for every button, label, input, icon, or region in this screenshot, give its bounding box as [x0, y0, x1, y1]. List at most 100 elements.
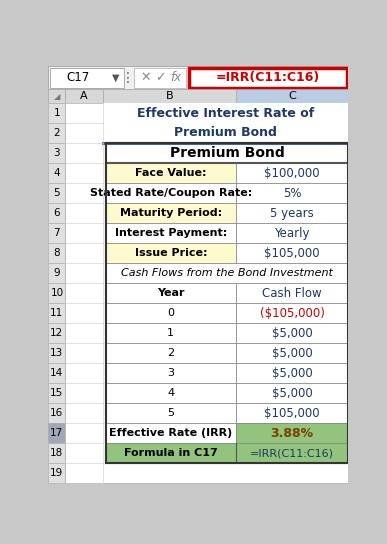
- Text: ▼: ▼: [112, 72, 120, 83]
- Bar: [189, 67, 347, 88]
- Text: =IRR(C11:C16): =IRR(C11:C16): [250, 448, 334, 459]
- Text: Interest Payment:: Interest Payment:: [115, 228, 227, 238]
- Bar: [48, 103, 65, 123]
- Bar: [48, 143, 65, 163]
- Bar: [236, 183, 348, 203]
- Bar: [48, 303, 65, 323]
- Bar: [236, 343, 348, 363]
- Bar: [48, 384, 65, 403]
- Text: Yearly: Yearly: [274, 227, 310, 240]
- Text: 14: 14: [50, 368, 63, 378]
- Text: Premium Bond: Premium Bond: [170, 146, 284, 160]
- Bar: [106, 143, 348, 463]
- Bar: [106, 183, 236, 203]
- Text: $5,000: $5,000: [272, 327, 312, 340]
- Text: 9: 9: [53, 268, 60, 278]
- Bar: [48, 123, 65, 143]
- Text: 17: 17: [50, 428, 63, 438]
- Text: 16: 16: [50, 409, 63, 418]
- Bar: [236, 363, 348, 384]
- Text: Cash Flows from the Bond Investment: Cash Flows from the Bond Investment: [121, 268, 333, 278]
- Text: Effective Interest Rate of: Effective Interest Rate of: [137, 107, 314, 120]
- Text: ($105,000): ($105,000): [260, 307, 325, 320]
- Text: 2: 2: [167, 348, 175, 358]
- Bar: [236, 243, 348, 263]
- Text: =IRR(C11:C16): =IRR(C11:C16): [216, 71, 320, 84]
- Text: 10: 10: [50, 288, 63, 298]
- Text: B: B: [166, 91, 173, 101]
- Bar: [236, 323, 348, 343]
- Bar: [236, 163, 348, 183]
- Bar: [48, 283, 65, 303]
- Bar: [103, 89, 236, 103]
- Text: 8: 8: [53, 248, 60, 258]
- Bar: [48, 66, 348, 89]
- Text: Premium Bond: Premium Bond: [174, 126, 277, 139]
- Text: ✕: ✕: [140, 71, 151, 84]
- Text: 7: 7: [53, 228, 60, 238]
- Bar: [236, 303, 348, 323]
- Text: Year: Year: [157, 288, 185, 298]
- Bar: [48, 263, 65, 283]
- Bar: [48, 343, 65, 363]
- Bar: [48, 89, 65, 103]
- Text: 0: 0: [167, 308, 174, 318]
- Text: fx: fx: [171, 71, 182, 84]
- Text: 5%: 5%: [283, 187, 301, 200]
- Bar: [106, 223, 236, 243]
- Text: Formula in C17: Formula in C17: [124, 448, 218, 459]
- Text: 5 years: 5 years: [270, 207, 314, 220]
- Text: Cash Flow: Cash Flow: [262, 287, 322, 300]
- Bar: [106, 163, 236, 183]
- Text: ⋮: ⋮: [121, 71, 135, 85]
- Text: ◢: ◢: [54, 91, 60, 101]
- Bar: [106, 243, 236, 263]
- Bar: [106, 263, 348, 283]
- Bar: [48, 323, 65, 343]
- Text: Face Value:: Face Value:: [135, 168, 207, 178]
- Text: 12: 12: [50, 328, 63, 338]
- Bar: [236, 384, 348, 403]
- Bar: [236, 203, 348, 223]
- Bar: [106, 143, 348, 163]
- Text: $5,000: $5,000: [272, 387, 312, 400]
- Text: 1: 1: [167, 328, 174, 338]
- Text: $105,000: $105,000: [264, 407, 320, 420]
- Bar: [48, 163, 65, 183]
- Bar: [106, 384, 236, 403]
- Bar: [106, 143, 348, 463]
- Bar: [106, 443, 348, 463]
- Text: 2: 2: [53, 128, 60, 138]
- Bar: [48, 403, 65, 423]
- Bar: [48, 423, 65, 443]
- Text: 15: 15: [50, 388, 63, 398]
- Text: Issue Price:: Issue Price:: [135, 248, 207, 258]
- Bar: [106, 283, 236, 303]
- Text: C: C: [288, 91, 296, 101]
- Text: 19: 19: [50, 468, 63, 478]
- Text: 4: 4: [53, 168, 60, 178]
- Bar: [48, 243, 65, 263]
- Text: A: A: [80, 91, 88, 101]
- Text: 11: 11: [50, 308, 63, 318]
- Text: 3.88%: 3.88%: [271, 427, 314, 440]
- Text: $105,000: $105,000: [264, 246, 320, 259]
- Bar: [236, 283, 348, 303]
- Bar: [103, 103, 348, 143]
- Text: Effective Rate (IRR): Effective Rate (IRR): [109, 428, 233, 438]
- Bar: [106, 343, 236, 363]
- Bar: [48, 203, 65, 223]
- Text: 5: 5: [53, 188, 60, 198]
- Text: $5,000: $5,000: [272, 347, 312, 360]
- Bar: [48, 223, 65, 243]
- Text: 13: 13: [50, 348, 63, 358]
- Bar: [106, 203, 236, 223]
- Bar: [106, 323, 236, 343]
- Bar: [236, 89, 348, 103]
- Bar: [236, 223, 348, 243]
- Text: 18: 18: [50, 448, 63, 459]
- Text: Maturity Period:: Maturity Period:: [120, 208, 222, 218]
- Bar: [106, 363, 236, 384]
- Bar: [65, 89, 103, 103]
- Bar: [106, 303, 236, 323]
